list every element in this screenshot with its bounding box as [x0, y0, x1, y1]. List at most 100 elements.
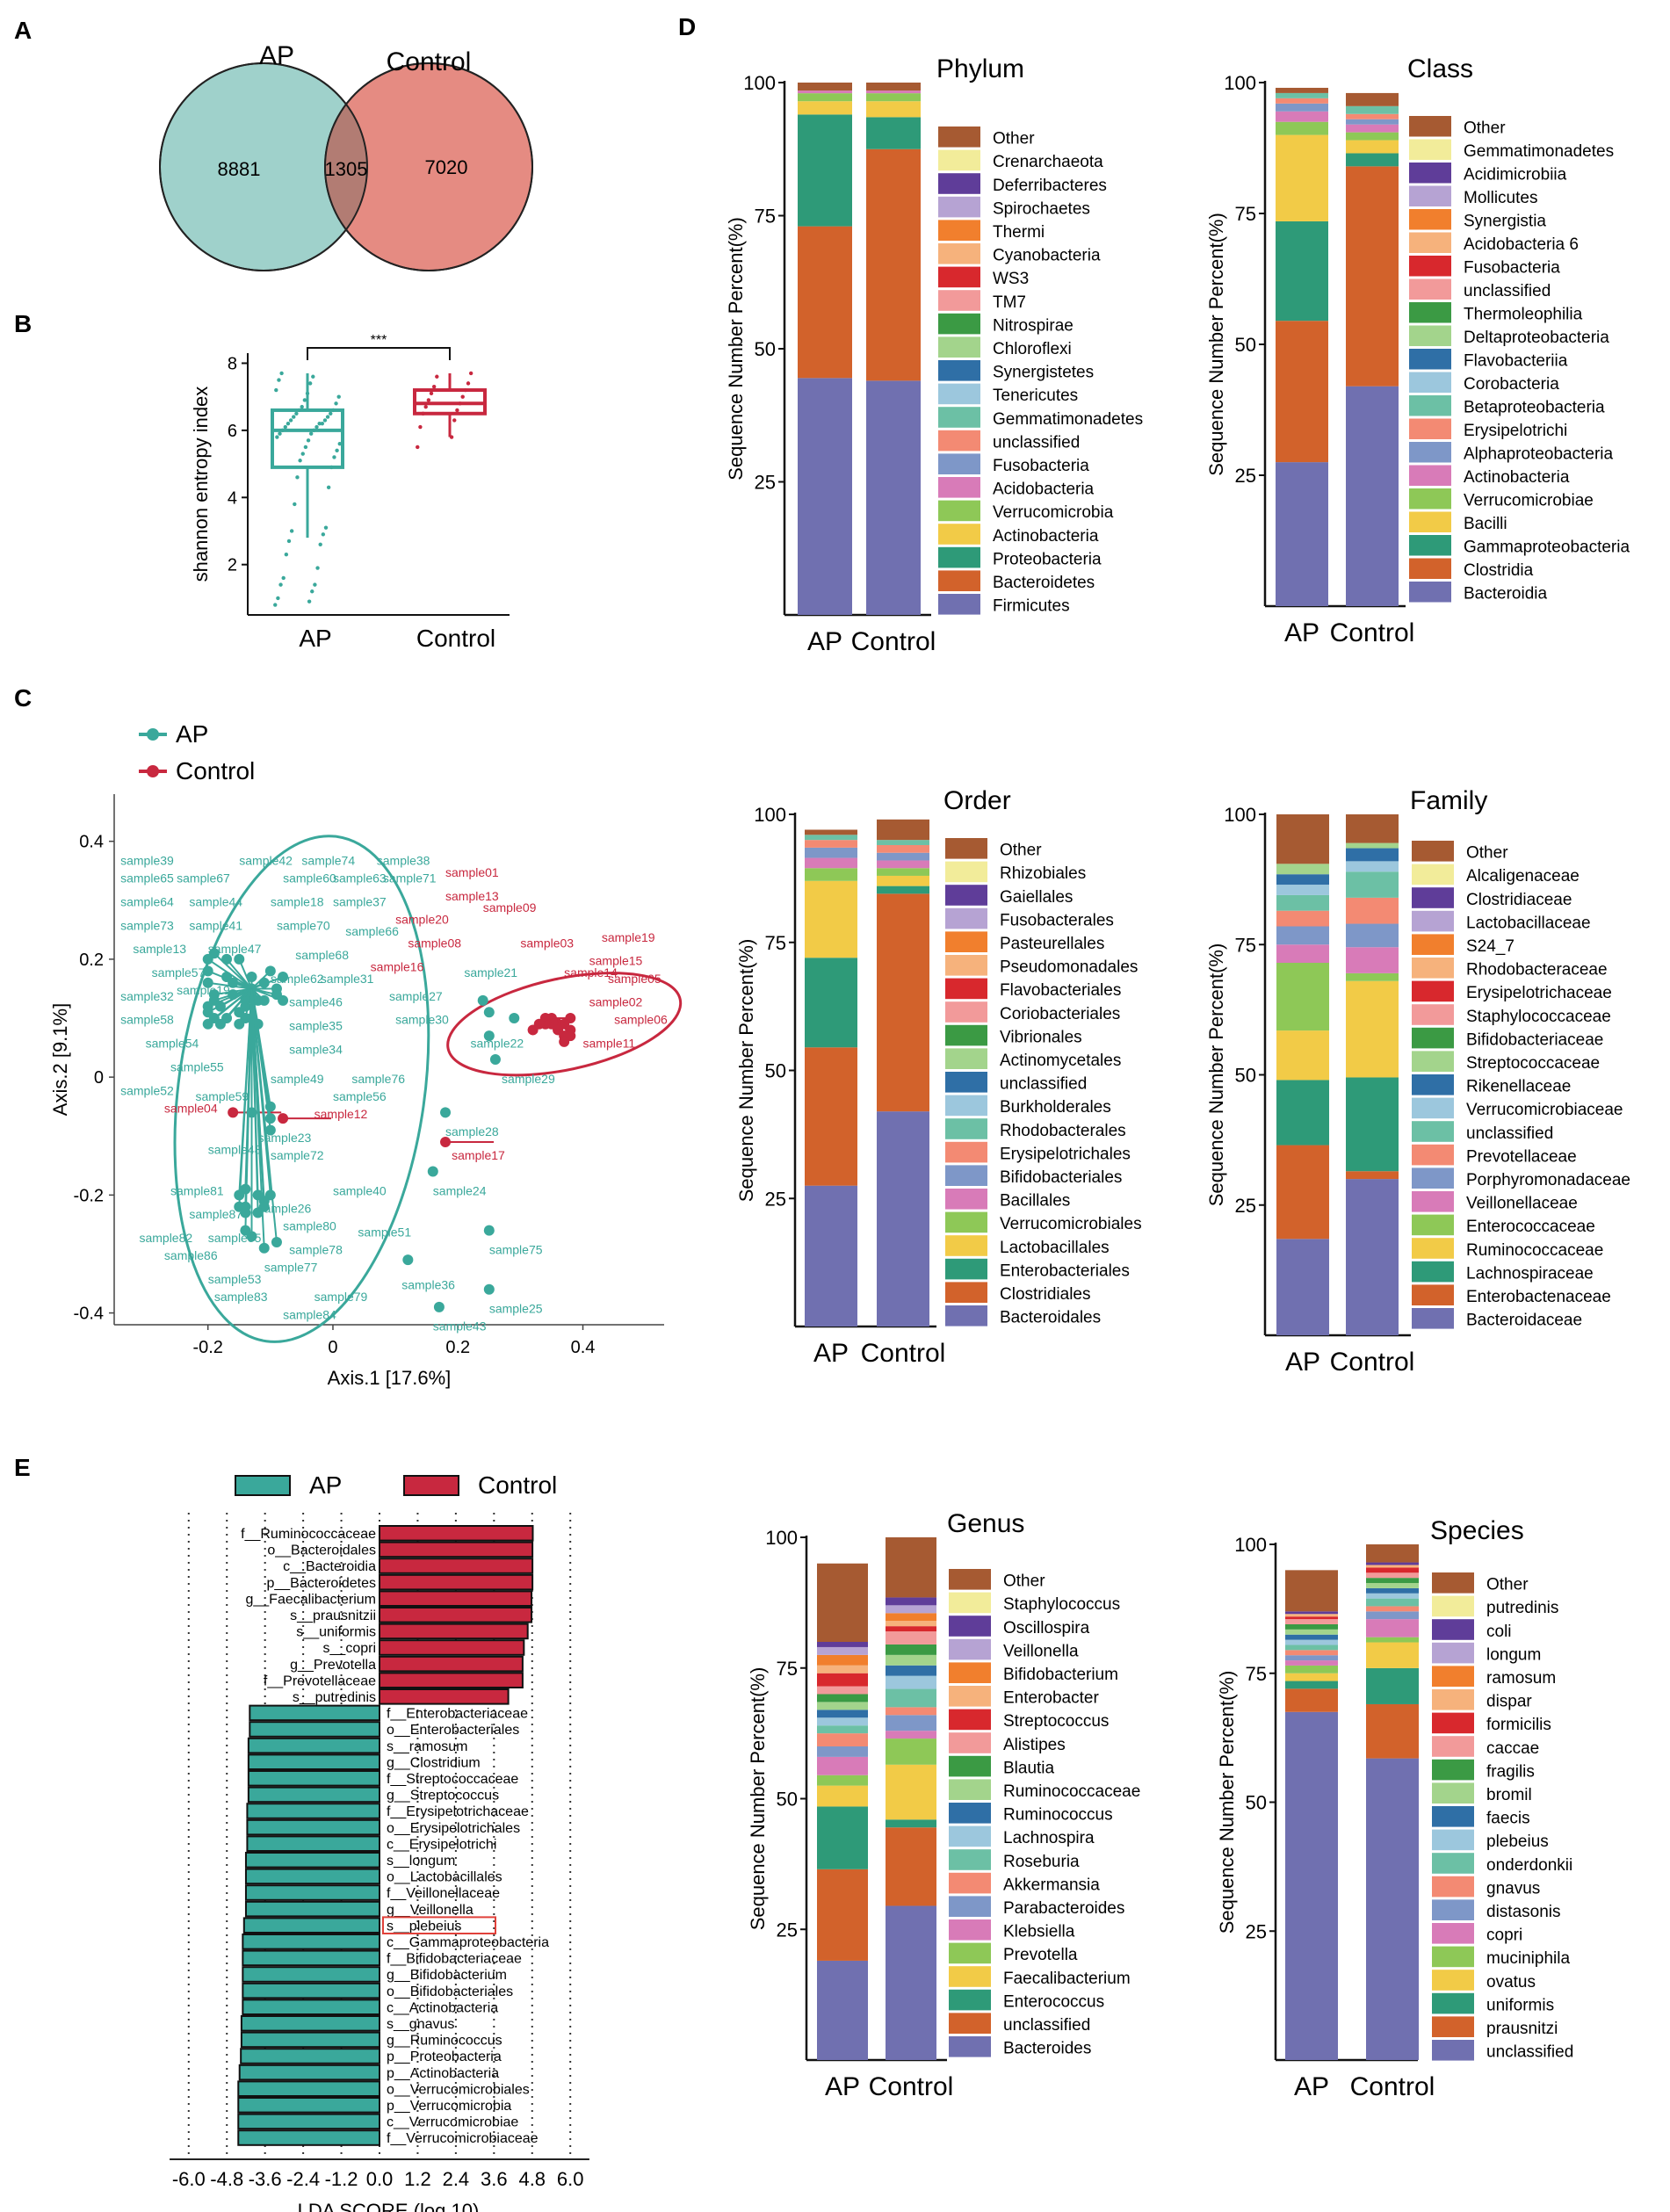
bar-control-veillonellaceae: [1346, 947, 1399, 973]
legend-label-rhodobacteraceae: Rhodobacteraceae: [1466, 961, 1608, 979]
legend-swatch-faecis: [1432, 1806, 1474, 1827]
legend-swatch-betaproteobacteria: [1409, 395, 1451, 416]
legend-swatch-uniformis: [1432, 1992, 1474, 2014]
legend-swatch-enterobacteriales: [945, 1258, 987, 1280]
lda-bar-f-veillonellaceae: [244, 1884, 380, 1901]
pcoa-point-sample77: [252, 1207, 264, 1218]
lda-xtick-label: -1.2: [325, 2168, 358, 2190]
box-point: [322, 418, 328, 423]
box-point: [280, 428, 285, 433]
legend-label-gemmatimonadetes: Gemmatimonadetes: [993, 410, 1143, 429]
legend-label-unclassified: unclassified: [1003, 2016, 1090, 2035]
legend-swatch-copri: [1432, 1923, 1474, 1944]
stack-title-genus: Genus: [947, 1509, 1024, 1538]
box-point: [315, 566, 320, 570]
legend-label-actinobacteria: Actinobacteria: [1464, 468, 1570, 487]
lda-legend-ap: AP: [309, 1471, 342, 1499]
legend-label-bacillales: Bacillales: [1000, 1192, 1070, 1211]
legend-swatch-thermi: [938, 220, 980, 241]
bar-ap-copri: [1285, 1660, 1338, 1666]
box-point: [307, 599, 312, 604]
legend-label-erysipelotrichaceae: Erysipelotrichaceae: [1466, 984, 1612, 1002]
legend-label-other: Other: [993, 130, 1035, 148]
bar-control-verrucomicrobiaceae: [1346, 861, 1399, 872]
bar-control-coli: [1366, 1562, 1419, 1565]
box-point: [276, 596, 280, 601]
legend-label-formicilis: formicilis: [1486, 1716, 1551, 1734]
bar-ap-other: [817, 1563, 868, 1642]
bar-ap-ruminococcus: [817, 1710, 868, 1718]
legend-swatch-gnavus: [1432, 1876, 1474, 1898]
legend-swatch-proteobacteria: [938, 546, 980, 568]
pcoa-label-sample62: sample62: [271, 972, 324, 986]
stack-ylabel: Sequence Number Percent(%): [1205, 943, 1227, 1207]
bar-control-erysipelotrichales: [877, 844, 929, 853]
pcoa-label-sample59: sample59: [195, 1089, 249, 1103]
pcoa-label-sample71: sample71: [383, 871, 437, 886]
box-point: [284, 553, 289, 557]
pcoa-label-sample31: sample31: [321, 972, 374, 986]
lda-label-p-proteobacteria: p__Proteobacteria: [387, 2049, 502, 2064]
legend-swatch-staphylococcus: [949, 1592, 991, 1614]
lda-bar-s-putredinis: [379, 1688, 510, 1705]
pcoa-label-sample21: sample21: [464, 965, 517, 979]
pcoa-label-sample58: sample58: [120, 1013, 174, 1027]
panel-label-a: A: [14, 17, 32, 44]
stack-ytick-label: 100: [1224, 72, 1256, 94]
legend-label-bifidobacteriales: Bifidobacteriales: [1000, 1168, 1122, 1187]
legend-label-crenarchaeota: Crenarchaeota: [993, 153, 1103, 171]
bar-control-muciniphila: [1366, 1637, 1419, 1643]
pcoa-point-sample11: [559, 1036, 570, 1047]
bar-control-bacteroidales: [877, 1111, 929, 1326]
legend-swatch-prausnitzi: [1432, 2016, 1474, 2037]
stack-xlabel-ap: AP: [825, 2072, 860, 2101]
legend-swatch-mollicutes: [1409, 185, 1451, 206]
bar-control-enterobactenaceae: [1346, 1171, 1399, 1180]
legend-label-firmicutes: Firmicutes: [993, 597, 1070, 616]
legend-label-alistipes: Alistipes: [1003, 1736, 1066, 1754]
legend-swatch-muciniphila: [1432, 1946, 1474, 1968]
lda-bar-g-streptococcus: [247, 1786, 380, 1804]
bar-ap-plebeius: [1285, 1639, 1338, 1645]
box-point: [458, 401, 462, 406]
legend-swatch-roseburia: [949, 1849, 991, 1870]
bar-ap-ruminococcaceae: [1276, 1030, 1329, 1081]
bar-ap-distasonis: [1285, 1655, 1338, 1661]
legend-label-betaproteobacteria: Betaproteobacteria: [1464, 399, 1605, 417]
legend-label-erysipelotrichales: Erysipelotrichales: [1000, 1145, 1131, 1163]
legend-swatch-chloroflexi: [938, 336, 980, 358]
venn-outline-control: [324, 62, 533, 271]
bar-ap-verrucomicrobiales: [805, 868, 857, 881]
box-point: [281, 575, 286, 581]
bar-ap-bacillales: [805, 857, 857, 869]
bar-control-roseburia: [886, 1688, 936, 1708]
stack-title-class: Class: [1407, 54, 1473, 83]
lda-label-g-streptococcus: g__Streptococcus: [387, 1789, 499, 1804]
legend-label-other: Other: [1003, 1572, 1045, 1591]
stack-ytick-label: 100: [754, 804, 786, 826]
bar-control-caccae: [1366, 1572, 1419, 1579]
pcoa-xtick-label: 0.2: [445, 1338, 470, 1357]
pcoa-ytick-label: 0.4: [79, 833, 104, 852]
box-point: [300, 404, 304, 409]
bar-ap-streptococcaceae: [1276, 864, 1329, 875]
legend-label-deltaproteobacteria: Deltaproteobacteria: [1464, 329, 1609, 347]
legend-swatch-clostridia: [1409, 558, 1451, 579]
bar-control-formicilis: [1366, 1567, 1419, 1573]
lda-label-f-verrucomicrobiaceae: f__Verrucomicrobiaceae: [387, 2131, 539, 2146]
stack-ytick-label: 100: [1224, 804, 1256, 826]
stack-ytick-label: 25: [755, 472, 776, 494]
legend-label-bacteroidales: Bacteroidales: [1000, 1309, 1101, 1327]
bar-control-other: [1366, 1544, 1419, 1563]
bar-control-rikenellaceae: [1346, 848, 1399, 862]
legend-label-thermoleophilia: Thermoleophilia: [1464, 306, 1583, 324]
pcoa-spoke: [238, 988, 253, 1207]
legend-label-alcaligenaceae: Alcaligenaceae: [1466, 867, 1580, 886]
pcoa-point-sample65: [208, 948, 220, 959]
legend-label-fusobacterales: Fusobacterales: [1000, 911, 1114, 929]
box-point: [283, 424, 287, 430]
lda-xtick-label: 2.4: [443, 2168, 470, 2190]
bar-ap-onderdonkii: [1285, 1645, 1338, 1651]
pcoa-label-sample35: sample35: [289, 1018, 343, 1032]
pcoa-label-sample16: sample16: [371, 959, 424, 973]
